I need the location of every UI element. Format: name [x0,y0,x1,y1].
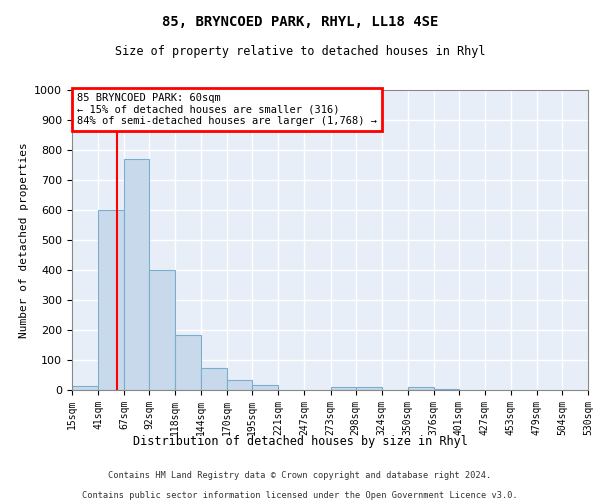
Bar [407,387,434,390]
Text: 85 BRYNCOED PARK: 60sqm
← 15% of detached houses are smaller (316)
84% of semi-d: 85 BRYNCOED PARK: 60sqm ← 15% of detache… [77,93,377,126]
Bar [201,368,227,390]
Bar [331,387,356,390]
Text: Contains public sector information licensed under the Open Government Licence v3: Contains public sector information licen… [82,491,518,500]
Bar [124,159,149,390]
Text: 85, BRYNCOED PARK, RHYL, LL18 4SE: 85, BRYNCOED PARK, RHYL, LL18 4SE [162,15,438,29]
Y-axis label: Number of detached properties: Number of detached properties [19,142,29,338]
Bar [356,387,382,390]
Bar [98,210,124,390]
Text: Distribution of detached houses by size in Rhyl: Distribution of detached houses by size … [133,435,467,448]
Bar [149,270,175,390]
Text: Contains HM Land Registry data © Crown copyright and database right 2024.: Contains HM Land Registry data © Crown c… [109,471,491,480]
Bar [253,385,278,390]
Bar [72,386,98,390]
Bar [175,334,201,390]
Text: Size of property relative to detached houses in Rhyl: Size of property relative to detached ho… [115,45,485,58]
Bar [227,380,253,390]
Bar [434,388,459,390]
